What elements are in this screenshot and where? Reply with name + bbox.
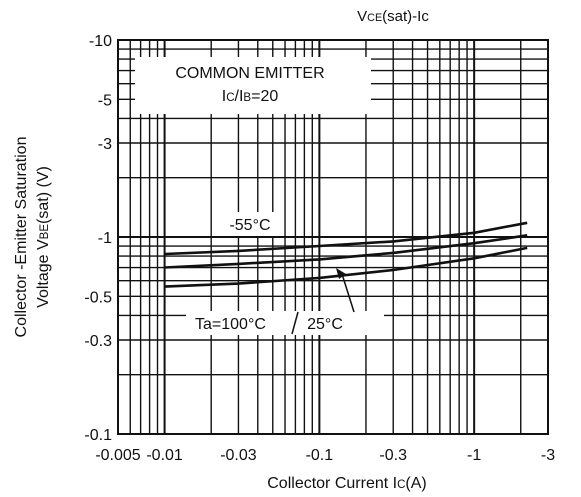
y-tick-label: -5 [98, 92, 112, 109]
y-tick-label: -1 [98, 230, 112, 247]
series-label-room-temp: 25°C [307, 316, 343, 333]
label-bg-low [214, 212, 282, 236]
y-tick-label: -10 [89, 33, 112, 50]
label-leader-high [291, 311, 299, 335]
x-axis-label: Collector Current IC(A) [267, 475, 426, 492]
chart-title: VCE(sat)-Ic [357, 8, 429, 25]
y-tick-label: -0.5 [84, 289, 112, 306]
x-tick-label: -0.005 [95, 447, 140, 464]
x-tick-label: -0.01 [146, 447, 183, 464]
y-axis-label-line1: Collector -Emitter Saturation [13, 137, 30, 338]
annotation-common-emitter: COMMON EMITTER [175, 65, 324, 82]
series-label-high-temp: Ta=100°C [195, 316, 266, 333]
x-tick-label: -0.3 [379, 447, 407, 464]
label-arrowhead [336, 268, 346, 279]
x-tick-label: -0.1 [306, 447, 334, 464]
series-line [164, 234, 528, 269]
x-tick-label: -3 [541, 447, 555, 464]
y-tick-label: -3 [98, 136, 112, 153]
y-tick-label: -0.1 [84, 427, 112, 444]
plot-frame [117, 39, 549, 435]
x-tick-label: -1 [467, 447, 481, 464]
label-bg-bottom [186, 311, 384, 335]
x-tick-label: -0.03 [220, 447, 257, 464]
series-label-low-temp: -55°C [229, 217, 270, 234]
annotation-box [135, 57, 371, 114]
tick-labels: -0.005 -0.01 -0.03 -0.1 -0.3 -1 -3 -10 -5 -3 -1 -0.… [84, 33, 555, 464]
y-axis-label-line2: Voltage VBE(sat) (V) [35, 166, 52, 308]
annotation-ratio: IC/IB=20 [222, 88, 279, 105]
label-leader-room [341, 273, 355, 313]
y-tick-label: -0.3 [84, 333, 112, 350]
series-lines [164, 221, 528, 288]
series-line [164, 221, 528, 256]
series-line [164, 246, 528, 288]
